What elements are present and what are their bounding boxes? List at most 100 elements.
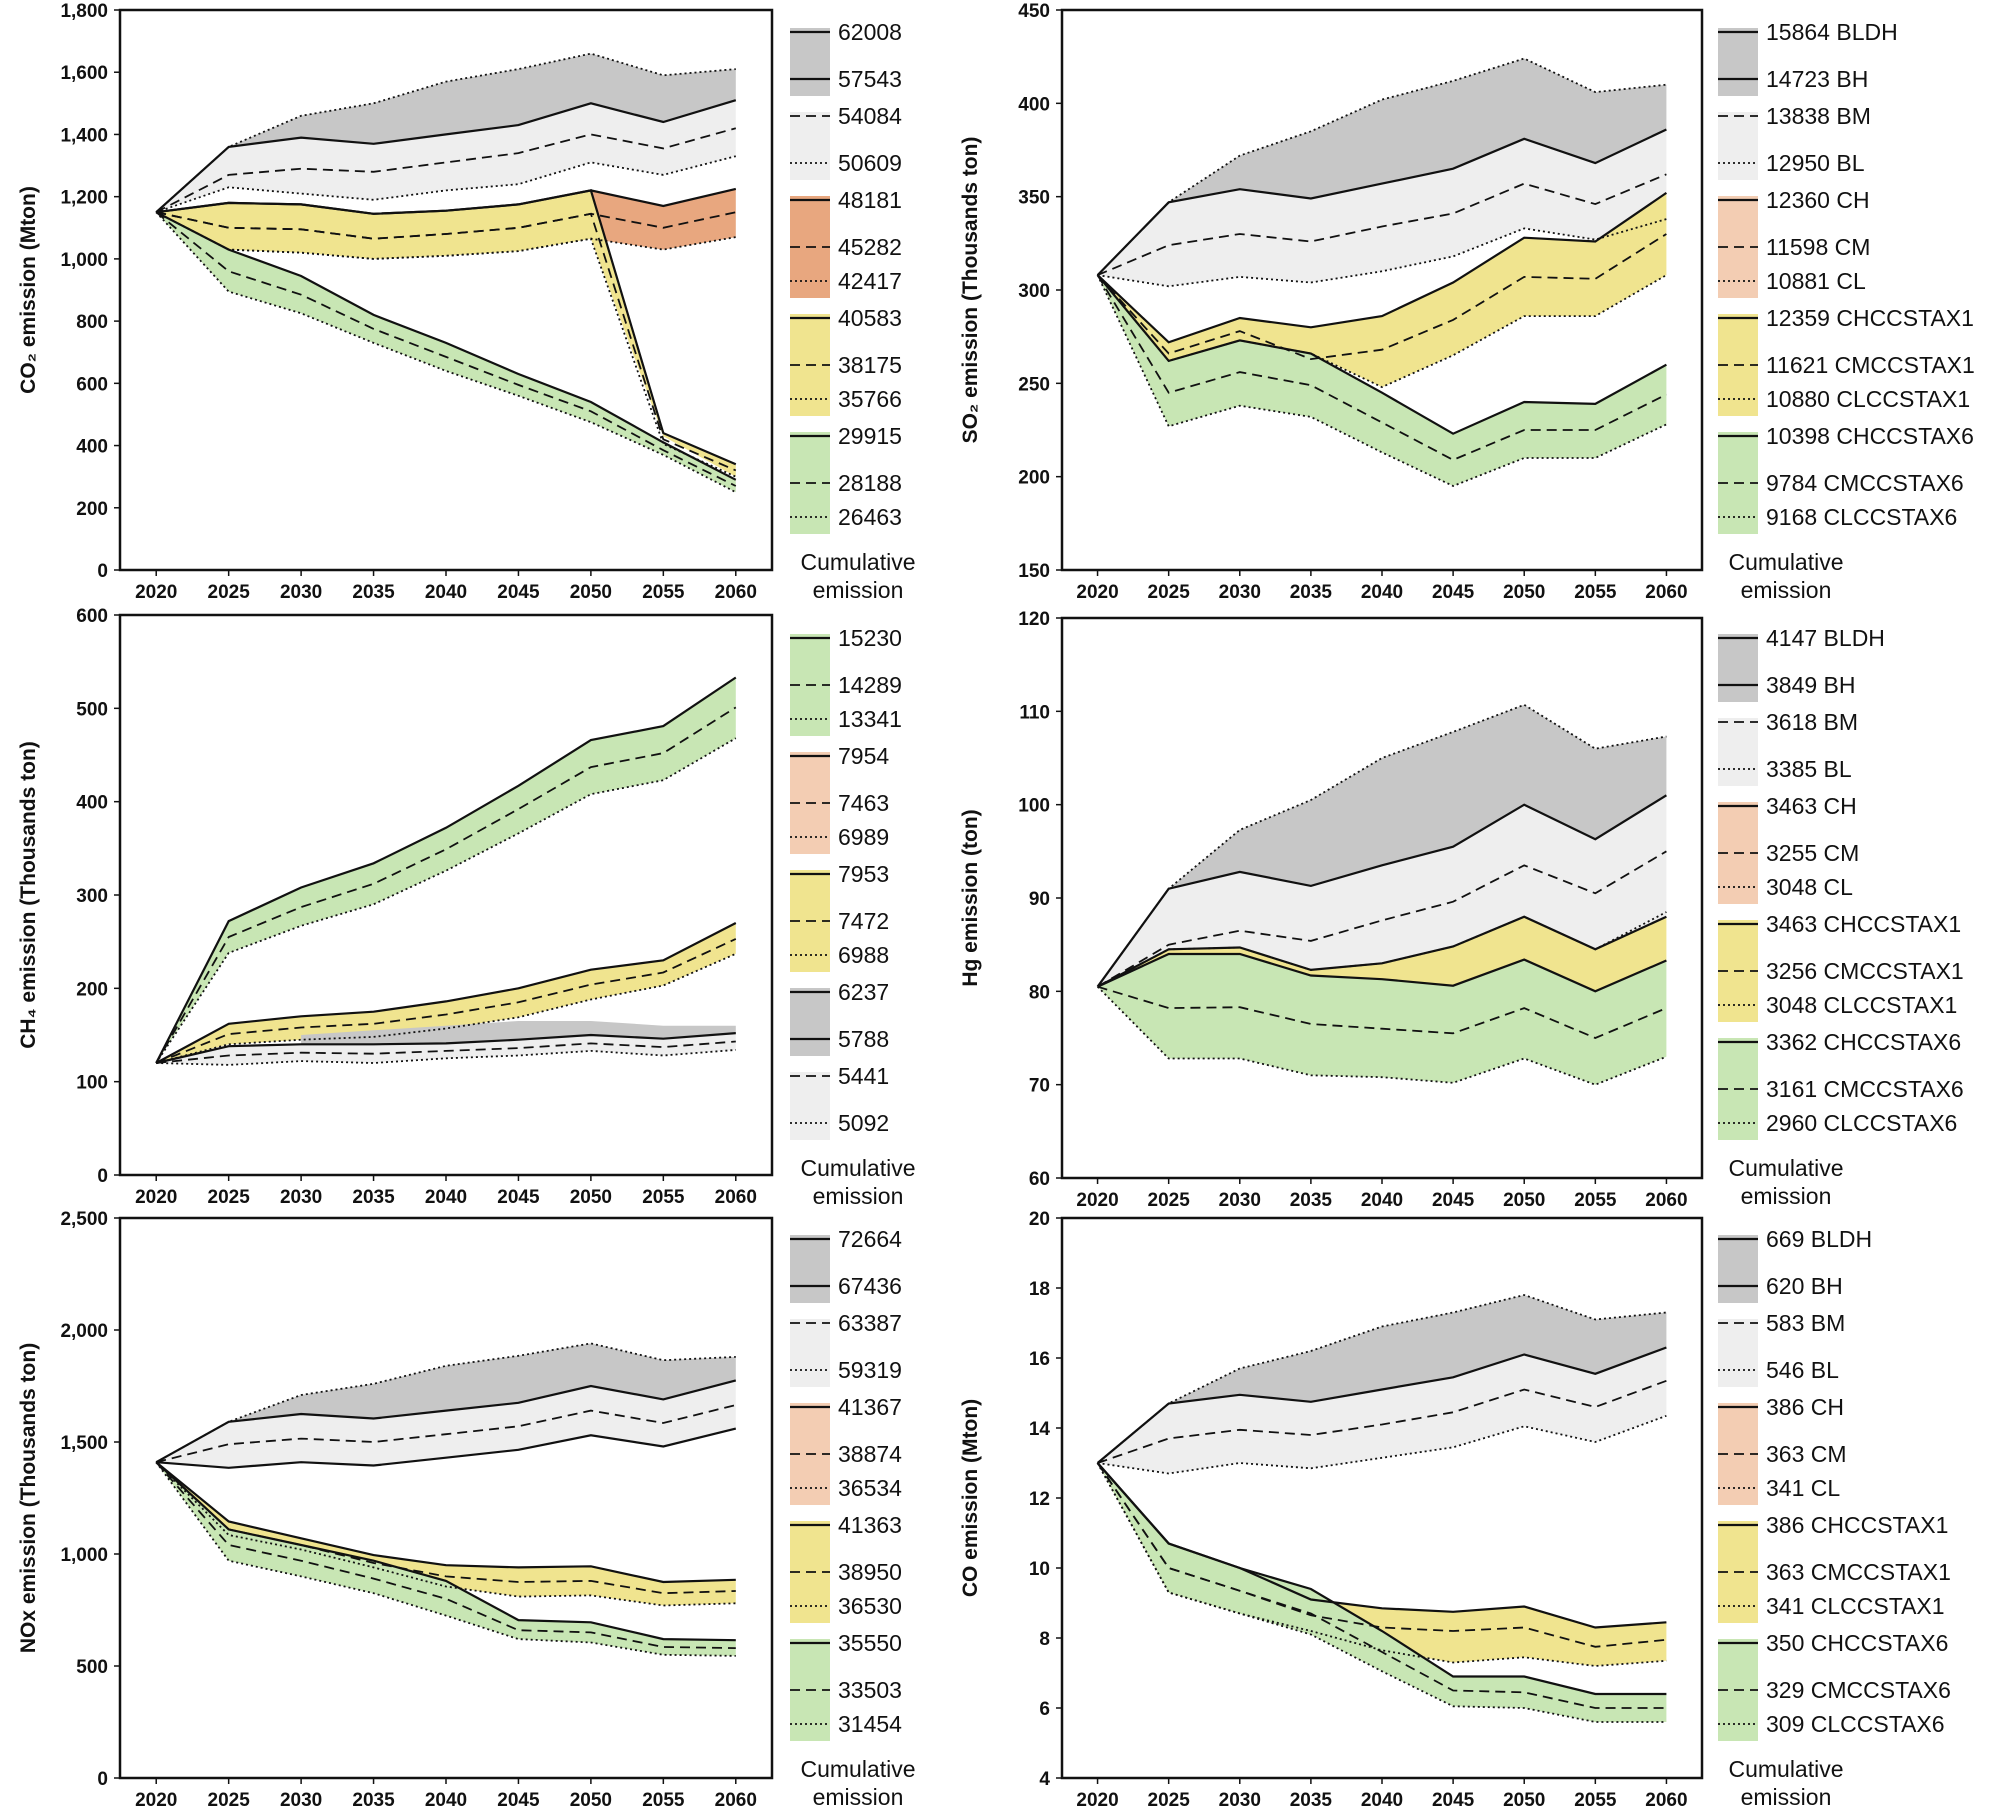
legend-swatch	[1718, 28, 1758, 96]
legend-label: 15864 BLDH	[1766, 19, 1898, 45]
x-tick-label: 2045	[1432, 1190, 1475, 1211]
legend-label: 45282	[838, 234, 902, 260]
y-axis-title: CH₄ emission (Thousands ton)	[17, 741, 40, 1049]
y-tick-label: 300	[1018, 281, 1050, 302]
legend-swatch	[790, 112, 830, 180]
x-tick-label: 2040	[1361, 1790, 1403, 1811]
legend-label: 40583	[838, 305, 902, 331]
legend-label: 11598 CM	[1766, 234, 1870, 260]
x-tick-label: 2050	[1503, 1790, 1545, 1811]
band-yellow	[1097, 1463, 1667, 1666]
series-line-solid	[1097, 915, 1667, 988]
legend-label: 3161 CMCCSTAX6	[1766, 1076, 1964, 1102]
series-line-solid	[155, 1461, 736, 1584]
y-axis-title: CO emission (Mton)	[959, 1399, 982, 1597]
series-line-dashed	[1097, 985, 1667, 1039]
chart-panel-3: 60 70 80 90 100 110 120 2020 2025 2030 2035 2040 204…	[959, 609, 1964, 1211]
legend-label: 33503	[838, 1677, 902, 1703]
legend-label: 35766	[838, 386, 902, 412]
y-tick-label: 2,500	[60, 1209, 108, 1230]
legend-label: 350 CHCCSTAX6	[1766, 1630, 1948, 1656]
series-line-dashed	[1096, 1462, 1667, 1709]
x-tick-label: 2030	[280, 1187, 322, 1208]
plot-frame	[118, 1216, 774, 1780]
legend-swatch	[1718, 718, 1758, 786]
y-tick-label: 400	[1018, 94, 1050, 115]
legend-label: 10398 CHCCSTAX6	[1766, 423, 1974, 449]
band-grey_dark	[301, 1021, 736, 1045]
legend-caption: emission	[813, 1784, 904, 1810]
legend-label: 11621 CMCCSTAX1	[1766, 352, 1975, 378]
legend-caption: Cumulative	[800, 549, 915, 575]
legend-swatch	[790, 988, 830, 1056]
legend-caption: emission	[1741, 577, 1832, 603]
band-yellow	[1097, 916, 1667, 992]
series-line-solid	[1096, 274, 1667, 435]
series-line-dotted	[1096, 986, 1667, 1086]
legend-caption: emission	[813, 1183, 904, 1209]
y-tick-label: 800	[76, 312, 108, 333]
legend: 72664 67436 63387 59319 41367 38874 36534 41363…	[790, 1226, 916, 1810]
series-line-solid	[155, 211, 737, 481]
legend-label: 669 BLDH	[1766, 1226, 1872, 1252]
legend-label: 36530	[838, 1593, 902, 1619]
legend-label: 36534	[838, 1475, 902, 1501]
legend-swatch	[1718, 1235, 1758, 1303]
x-tick-label: 2050	[570, 1187, 612, 1208]
legend-label: 9784 CMCCSTAX6	[1766, 470, 1964, 496]
legend-label: 31454	[838, 1711, 902, 1737]
y-tick-label: 80	[1029, 982, 1050, 1003]
series-line-dashed	[155, 1461, 736, 1649]
chart-panel-4: 0 500 1,000 1,500 2,000 2,500 2020 2025 2030 2035…	[17, 1209, 916, 1811]
legend-label: 50609	[838, 150, 902, 176]
chart-panel-1: 150 200 250 300 350 400 450 2020 2025 2030 2035 204…	[959, 1, 1975, 603]
y-tick-label: 600	[76, 374, 108, 395]
x-tick-label: 2035	[1290, 1790, 1333, 1811]
series-line-solid	[1097, 952, 1667, 993]
legend-label: 59319	[838, 1357, 902, 1383]
series-line-dotted	[156, 1049, 736, 1066]
x-tick-label: 2050	[1503, 582, 1545, 603]
band-grey_dark	[1168, 58, 1667, 203]
plot-frame	[118, 613, 774, 1177]
series-line-dashed	[155, 938, 737, 1064]
y-axis-title: NOx emission (Thousands ton)	[17, 1343, 40, 1653]
legend: 669 BLDH 620 BH 583 BM 546 BL 386 CH 363 CM 34…	[1718, 1226, 1951, 1810]
legend-swatch	[1718, 1319, 1758, 1387]
series-line-dashed	[155, 211, 737, 487]
band-yellow	[156, 190, 736, 477]
legend-label: 35550	[838, 1630, 902, 1656]
series-line-dotted	[155, 52, 736, 213]
y-tick-label: 14	[1029, 1419, 1051, 1440]
y-tick-label: 90	[1029, 889, 1050, 910]
series-line-dotted	[1096, 1462, 1667, 1723]
series-line-dashed	[155, 1404, 737, 1464]
x-tick-label: 2030	[280, 1790, 322, 1811]
x-tick-label: 2030	[1219, 1190, 1261, 1211]
legend: 4147 BLDH 3849 BH 3618 BM 3385 BL 3463 CH 325…	[1718, 625, 1964, 1209]
y-tick-label: 120	[1018, 609, 1050, 630]
legend-label: 5788	[838, 1026, 889, 1052]
series-line-dotted	[155, 211, 737, 478]
y-tick-label: 500	[76, 1657, 108, 1678]
y-tick-label: 16	[1029, 1349, 1050, 1370]
y-tick-label: 6	[1039, 1699, 1050, 1720]
y-tick-label: 18	[1029, 1279, 1050, 1300]
y-tick-label: 1,400	[60, 125, 108, 146]
band-green	[156, 1462, 736, 1656]
series-line-dotted	[1096, 57, 1667, 276]
legend-swatch	[790, 28, 830, 96]
series-line-solid	[1096, 1346, 1667, 1464]
series-line-dotted	[155, 1461, 736, 1657]
y-tick-label: 200	[76, 499, 108, 520]
legend-caption: Cumulative	[800, 1155, 915, 1181]
legend-label: 386 CHCCSTAX1	[1766, 1512, 1948, 1538]
legend-label: 57543	[838, 66, 902, 92]
legend-caption: emission	[1741, 1183, 1832, 1209]
legend-label: 4147 BLDH	[1766, 625, 1885, 651]
series-line-solid	[1096, 128, 1667, 276]
x-tick-label: 2030	[1219, 582, 1261, 603]
band-grey_light	[1097, 795, 1667, 987]
legend-label: 6989	[838, 824, 889, 850]
legend-label: 10880 CLCCSTAX1	[1766, 386, 1970, 412]
